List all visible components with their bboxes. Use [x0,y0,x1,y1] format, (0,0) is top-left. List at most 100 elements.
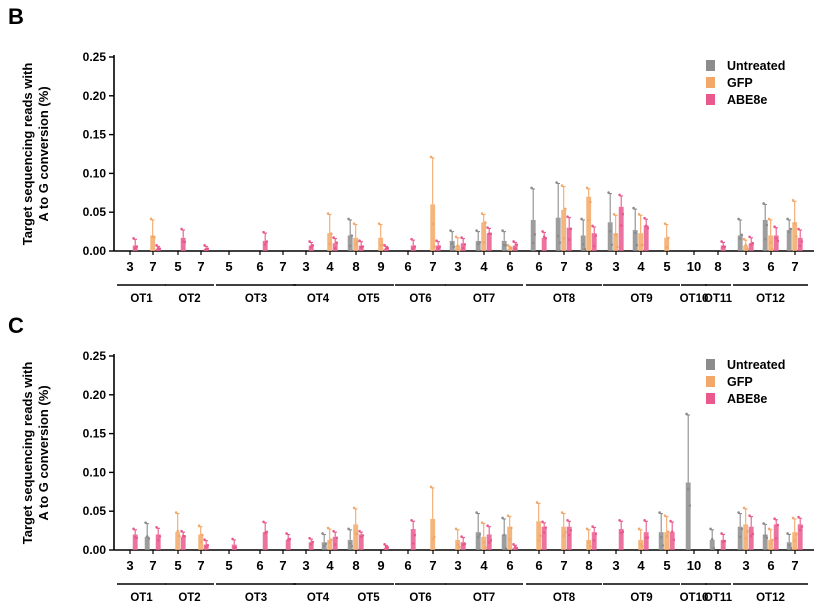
x-tick-label: 8 [585,259,592,274]
group-label-ot7: OT7 [473,592,495,604]
data-point [591,224,594,228]
data-point [486,226,489,229]
data-point [619,224,623,227]
data-point [411,247,415,250]
data-point [262,520,265,524]
bar-untreated [607,222,613,251]
bar-untreated [475,532,481,550]
x-tick-label: 7 [197,558,204,573]
bar-abe8e [155,534,161,550]
data-point [663,514,667,517]
x-tick-label: 3 [454,558,461,573]
data-point [309,542,313,546]
data-point [763,237,767,241]
data-point [740,527,744,531]
x-tick-label: 3 [612,558,619,573]
data-point [332,236,335,239]
bar-abe8e [618,206,624,251]
data-point [643,216,646,220]
y-tick-label: 0.00 [83,543,107,557]
data-point [356,532,359,536]
bar-abe8e [308,542,314,550]
data-point [661,544,665,547]
bar-abe8e [797,524,803,550]
x-tick-label: 7 [197,259,204,274]
data-point [769,542,772,546]
data-point [135,245,139,248]
data-point [591,525,594,528]
data-point [737,511,740,514]
data-point [583,247,587,251]
legend-swatch-gfp [706,376,715,387]
data-point [567,238,571,241]
data-point [544,236,548,240]
data-point [530,186,533,190]
data-point [383,543,386,546]
data-point [607,191,610,194]
panel-b-chart: Target sequencing reads withA to G conve… [20,50,814,305]
data-point [356,240,359,244]
data-point [686,487,690,491]
data-point [773,225,776,229]
bar-abe8e [383,547,389,550]
bar-abe8e [773,235,779,251]
group-label-ot9: OT9 [630,293,652,305]
data-point [612,213,616,216]
bar-untreated [449,240,455,251]
data-point [560,511,564,514]
x-tick-label: 7 [149,558,156,573]
data-point [158,247,162,251]
legend-label-untreated: Untreated [727,59,785,73]
bar-untreated [530,219,536,251]
data-point [659,535,663,539]
data-point [489,232,493,236]
data-point [489,539,493,542]
data-point [231,537,234,541]
bar-abe8e [308,245,314,251]
bar-abe8e [486,233,492,251]
data-point [564,530,567,534]
data-point [386,546,390,549]
data-point [669,519,672,523]
x-tick-label: 7 [429,558,436,573]
bar-abe8e [180,237,186,251]
data-point [454,527,458,531]
data-point [144,521,147,524]
data-point [637,213,641,216]
data-point [786,217,789,221]
bar-untreated [762,219,768,251]
bar-gfp [175,532,181,550]
x-tick-label: 6 [256,558,263,573]
group-label-ot6: OT6 [409,592,431,604]
data-point [512,543,515,546]
bar-gfp [664,532,670,550]
legend-label-gfp: GFP [727,375,753,389]
y-tick-label: 0.10 [83,166,107,180]
data-point [763,534,767,538]
bar-gfp [586,196,592,251]
bar-abe8e [541,526,547,550]
data-point [742,506,746,510]
group-label-ot9: OT9 [630,592,652,604]
data-point [330,538,333,542]
data-point [308,240,311,243]
bar-abe8e [566,526,572,550]
data-point [133,246,137,250]
data-point [132,237,135,240]
data-point [475,229,478,232]
x-tick-label: 9 [377,259,384,274]
x-tick-label: 7 [791,558,798,573]
data-point [793,539,796,542]
x-tick-label: 4 [637,259,645,274]
data-point [720,240,723,243]
data-point [354,243,358,247]
bar-gfp [561,209,567,251]
data-point [567,533,571,537]
data-point [265,530,269,534]
bar-abe8e [591,233,597,251]
data-point [174,511,178,514]
bar-untreated [632,230,638,251]
group-label-ot8: OT8 [553,293,576,305]
data-point [435,239,438,242]
data-point [330,232,333,235]
